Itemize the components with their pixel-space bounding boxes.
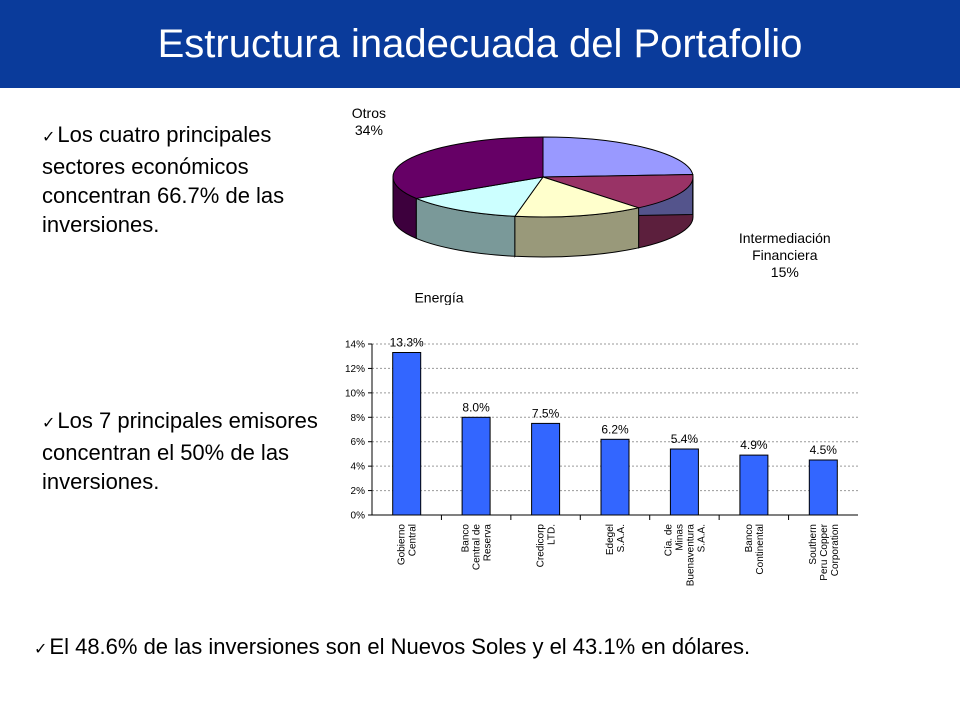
x-category-label-line: S.A.A. — [696, 524, 707, 552]
pie-category-label: Energía — [414, 290, 463, 305]
bar-gridlines — [368, 343, 858, 516]
x-category-label-line: Reserva — [483, 524, 494, 562]
pie-slice-otros — [392, 136, 544, 199]
x-category-label: Gobierno Central — [397, 524, 419, 566]
check-icon: ✓ — [42, 129, 56, 146]
x-category-label-line: Corporation — [830, 524, 841, 576]
x-category-label: Credicorp LTD. — [536, 524, 558, 568]
pie-labels: Gobierno24%IntermediaciónFinanciera15%Mi… — [352, 100, 831, 305]
pie-slice-intermediacion-financiera — [542, 173, 694, 209]
x-category-label-line: Central — [408, 524, 419, 556]
x-category-label-line: LTD. — [547, 524, 558, 545]
y-tick-label: 6% — [351, 437, 366, 448]
y-tick-label: 12% — [345, 364, 365, 375]
bar-gobierno-central — [392, 352, 422, 516]
bar-edegel-s-a-a — [600, 438, 630, 516]
page-title: Estructura inadecuada del Portafolio — [157, 22, 803, 66]
x-category-label-line: Buenaventura — [685, 524, 696, 587]
bar-value-label: 8.0% — [462, 400, 490, 414]
bullet-issuers: ✓Los 7 principales emisores concentran e… — [42, 406, 334, 496]
bar-value-label: 5.4% — [671, 432, 699, 446]
x-category-label: Banco Central de Reserva — [461, 524, 494, 571]
bullet-issuers-text: Los 7 principales emisores concentran el… — [42, 408, 318, 494]
x-category-label-line: Continental — [755, 524, 766, 575]
x-category-label-line: Southern — [808, 524, 819, 565]
y-tick-label: 2% — [351, 486, 366, 497]
bar-banco-central-de-reserva — [461, 416, 491, 516]
x-category-label: Banco Continental — [744, 524, 766, 575]
issuer-bar-chart: 0% 2% 4% 6% 8% 10% 12% 14% 13.3% Gobierno Central 8… — [345, 336, 858, 587]
pie-value-label: 24% — [680, 100, 708, 101]
x-category-label-line: Cía. de — [663, 524, 674, 557]
x-category-label-line: Banco — [461, 524, 472, 553]
x-category-label-line: S.A.A. — [616, 524, 627, 552]
x-category-label-line: Central de — [472, 524, 483, 571]
bullet-sectors: ✓Los cuatro principales sectores económi… — [42, 120, 332, 239]
pie-category-label: Intermediación — [739, 230, 831, 246]
x-category-label: Edegel S.A.A. — [605, 524, 627, 555]
bar-cia-de-minas-buenaventura-s-a-a — [669, 448, 699, 516]
pie-slice-energia — [414, 176, 545, 217]
x-category-label-line: Banco — [744, 524, 755, 553]
pie-value-label: 15% — [771, 264, 799, 280]
bar-value-label: 13.3% — [390, 336, 424, 350]
bar-value-label: 4.9% — [740, 438, 768, 452]
y-tick-label: 14% — [345, 340, 365, 351]
y-tick-label: 8% — [351, 413, 366, 424]
pie-slice-mineria — [513, 176, 641, 218]
bar-southern-peru-copper-corporation — [808, 459, 838, 516]
x-category-label-line: Gobierno — [397, 524, 408, 566]
x-category-label-line: Peru Copper — [819, 523, 830, 580]
y-tick-label: 10% — [345, 388, 365, 399]
check-icon: ✓ — [34, 641, 48, 658]
x-category-label-line: Minas — [674, 524, 685, 551]
x-category-label-line: Edegel — [605, 524, 616, 555]
bar-credicorp-ltd — [531, 422, 561, 516]
bar-value-label: 6.2% — [601, 422, 629, 436]
bullet-currency: ✓El 48.6% de las inversiones son el Nuev… — [34, 632, 834, 664]
bullet-sectors-text: Los cuatro principales sectores económic… — [42, 122, 285, 237]
pie-category-label: Financiera — [752, 247, 818, 263]
check-icon: ✓ — [42, 415, 56, 432]
pie-slice-gobierno — [542, 136, 694, 178]
pie-value-label: 34% — [355, 122, 383, 138]
sector-pie-chart: Gobierno24%IntermediaciónFinanciera15%Mi… — [352, 100, 831, 305]
bar-value-label: 7.5% — [532, 406, 560, 420]
y-tick-label: 0% — [351, 511, 366, 522]
bar-banco-continental — [739, 454, 769, 516]
x-category-label: Southern Peru Copper Corporation — [808, 523, 841, 580]
y-tick-label: 4% — [351, 462, 366, 473]
title-bar — [0, 0, 960, 88]
x-category-label-line: Credicorp — [536, 524, 547, 568]
bullet-currency-text: El 48.6% de las inversiones son el Nuevo… — [49, 634, 751, 659]
bar-value-label: 4.5% — [810, 443, 838, 457]
pie-top — [392, 136, 694, 218]
x-category-label: Cía. de Minas Buenaventura S.A.A. — [663, 524, 707, 587]
pie-category-label: Otros — [352, 105, 386, 121]
